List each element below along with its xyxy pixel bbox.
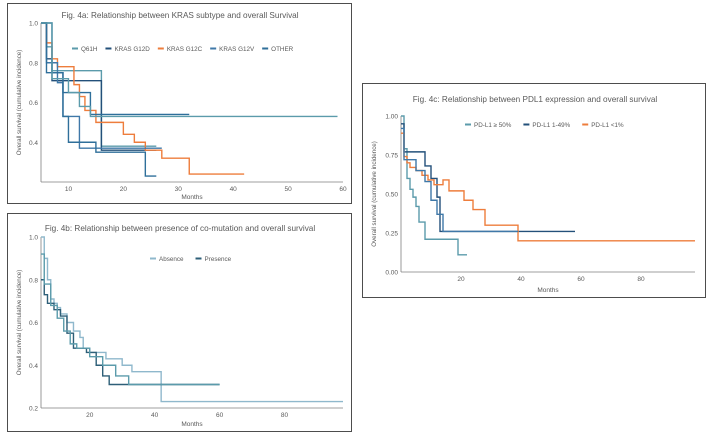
- fig4b-legend-label: Absence: [159, 256, 184, 263]
- fig4c-xtick-label: 60: [577, 276, 585, 283]
- fig4b-ytick-label: 0.4: [29, 363, 38, 370]
- fig4a-chart: Fig. 4a: Relationship between KRAS subty…: [16, 11, 347, 201]
- fig4a-series-4-line: [41, 22, 157, 177]
- fig4b-series-2-line: [41, 253, 220, 386]
- fig4a-ytick-label: 1.0: [29, 21, 38, 28]
- fig4a-series-0-line: [41, 22, 157, 147]
- fig4b-ytick-label: 0.6: [29, 320, 38, 327]
- fig4b-ytick-label: 0.8: [29, 277, 38, 284]
- fig4a-ytick-label: 0.6: [29, 100, 38, 107]
- fig4c-ytick-label: 1.00: [385, 114, 398, 121]
- fig4a-xtick-label: 30: [175, 186, 183, 193]
- fig4b-chart: Fig. 4b: Relationship between presence o…: [16, 224, 343, 428]
- fig4a-xtick-label: 60: [339, 186, 347, 193]
- fig4c-panel: Fig. 4c: Relationship between PDL1 expre…: [362, 83, 706, 298]
- fig4b-xtick-label: 40: [151, 412, 159, 419]
- fig4b-series-1-line: [41, 279, 220, 386]
- fig4b-ytick-label: 1.0: [29, 235, 38, 242]
- fig4a-legend-label: KRAS G12V: [219, 46, 255, 53]
- fig4c-legend-label: PD-L1 ≥ 50%: [474, 122, 512, 129]
- fig4c-ytick-label: 0.00: [385, 270, 398, 277]
- fig4a-legend-label: Q61H: [81, 46, 98, 53]
- fig4a-xtick-label: 50: [284, 186, 292, 193]
- fig4a-legend-label: OTHER: [271, 46, 293, 53]
- fig4c-ylabel: Overall survival (cumulative incidence): [371, 141, 378, 247]
- fig4a-xtick-label: 20: [120, 186, 128, 193]
- fig4b-xtick-label: 20: [86, 412, 94, 419]
- fig4a-xtick-label: 10: [65, 186, 73, 193]
- fig4a-series-1-line: [41, 22, 157, 151]
- fig4b-xlabel: Months: [181, 421, 203, 428]
- fig4b-ytick-label: 0.2: [29, 406, 38, 413]
- fig4b-series-0-line: [41, 236, 343, 403]
- fig4a-xtick-label: 40: [230, 186, 238, 193]
- fig4b-xtick-label: 60: [216, 412, 224, 419]
- fig4c-title: Fig. 4c: Relationship between PDL1 expre…: [413, 95, 658, 104]
- fig4c-ytick-label: 0.50: [385, 192, 398, 199]
- fig4a-ytick-label: 0.4: [29, 140, 38, 147]
- fig4c-series-2-line: [401, 132, 695, 242]
- fig4c-series-0-line: [401, 115, 467, 256]
- fig4a-ylabel: Overall survival (cumulative incidence): [16, 50, 23, 156]
- fig4b-legend-label: Presence: [205, 256, 232, 263]
- fig4a-legend-label: KRAS G12C: [167, 46, 203, 53]
- fig4a-legend-label: KRAS G12D: [114, 46, 150, 53]
- fig4c-legend-label: PD-L1 <1%: [591, 122, 624, 129]
- fig4c-xlabel: Months: [537, 287, 559, 294]
- fig4c-ytick-label: 0.25: [385, 231, 398, 238]
- fig4a-series-6-line: [41, 22, 338, 118]
- fig4c-xtick-label: 80: [637, 276, 645, 283]
- fig4c-xtick-label: 20: [457, 276, 465, 283]
- fig4a-ytick-label: 0.8: [29, 60, 38, 67]
- fig4a-xlabel: Months: [181, 194, 203, 201]
- fig4c-ytick-label: 0.75: [385, 153, 398, 160]
- fig4b-panel: Fig. 4b: Relationship between presence o…: [7, 213, 352, 432]
- fig4b-title: Fig. 4b: Relationship between presence o…: [45, 224, 316, 233]
- fig4c-xtick-label: 40: [517, 276, 525, 283]
- fig4a-title: Fig. 4a: Relationship between KRAS subty…: [61, 11, 298, 20]
- fig4a-panel: Fig. 4a: Relationship between KRAS subty…: [7, 3, 352, 204]
- fig4c-series-3-line: [401, 127, 518, 233]
- fig4c-series-1-line: [401, 123, 575, 233]
- fig4b-ylabel: Overall survival (cumulative incidence): [16, 270, 23, 376]
- fig4b-xtick-label: 80: [281, 412, 289, 419]
- fig4c-legend-label: PD-L1 1-49%: [532, 122, 570, 129]
- fig4c-chart: Fig. 4c: Relationship between PDL1 expre…: [371, 95, 695, 294]
